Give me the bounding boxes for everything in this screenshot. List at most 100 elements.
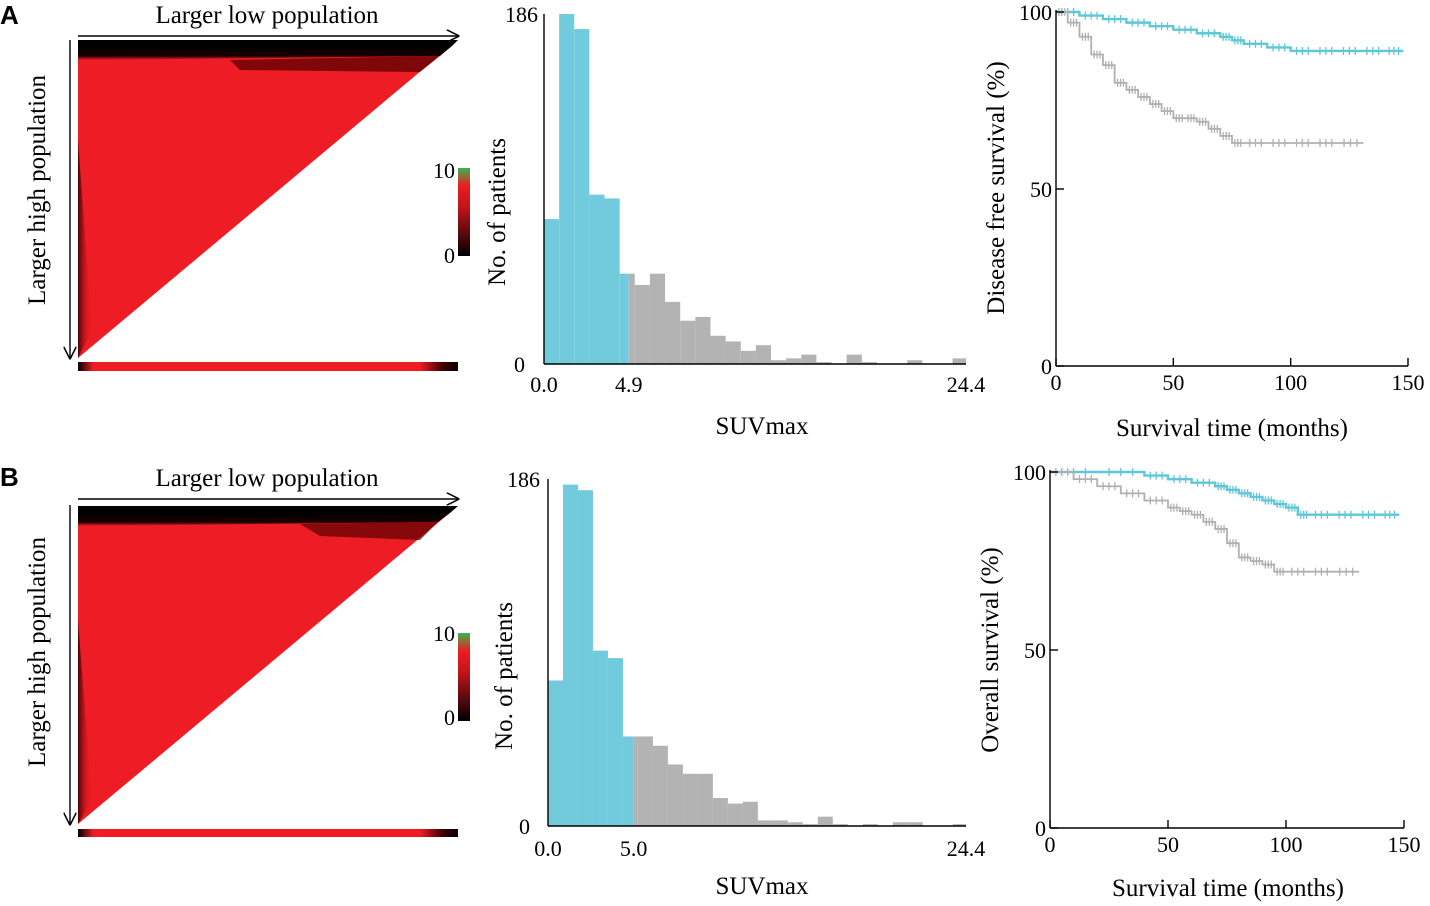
survival-xtick-label: 0 bbox=[1051, 370, 1062, 395]
survival-xtick-label: 50 bbox=[1157, 832, 1179, 857]
colorbar-max-label: 10 bbox=[433, 621, 455, 646]
survival-ticks: 0 50 100 150 0 50 100 bbox=[1013, 460, 1421, 857]
heatmap-top-label: Larger low population bbox=[155, 465, 379, 492]
histogram-bar bbox=[802, 824, 818, 826]
survival-ylabel: Overall survival (%) bbox=[977, 547, 1004, 752]
panel-a: A Larger low population Larger high popu… bbox=[0, 0, 1425, 442]
survival-ytick-label: 50 bbox=[1030, 177, 1052, 202]
histogram-ylabel: No. of patients bbox=[484, 138, 511, 286]
histogram-bars bbox=[544, 14, 966, 364]
histogram-bar bbox=[787, 822, 803, 826]
histogram-bar bbox=[633, 736, 638, 826]
heatmap-top-dark-band bbox=[78, 513, 450, 526]
histogram: 186 0 0.0 5.0 24.4 SUVmax No. of patients bbox=[491, 467, 985, 900]
panel-label: A bbox=[0, 0, 19, 30]
histogram-bar bbox=[697, 773, 713, 826]
histogram-xtick-label: 24.4 bbox=[947, 836, 986, 861]
histogram-bar bbox=[548, 680, 563, 826]
histogram-bar bbox=[817, 816, 833, 826]
heatmap-left-edge bbox=[78, 140, 92, 358]
histogram-bar bbox=[952, 824, 966, 826]
survival-ytick-label: 0 bbox=[1035, 816, 1046, 841]
histogram-bar bbox=[710, 335, 726, 364]
histogram-bar bbox=[786, 358, 802, 364]
panel-b: B Larger low population Larger high popu… bbox=[0, 460, 1421, 902]
histogram-bar bbox=[907, 360, 923, 364]
survival-curve bbox=[1050, 470, 1400, 516]
heatmap-shade bbox=[300, 522, 438, 540]
heatmap-shade bbox=[230, 56, 440, 72]
histogram-bar bbox=[801, 354, 817, 364]
histogram-bar bbox=[544, 219, 560, 364]
survival-curves bbox=[1056, 8, 1404, 147]
heatmap-bottom-strip bbox=[78, 362, 458, 371]
heatmap-left-edge bbox=[78, 620, 92, 824]
survival-plot: 0 50 100 150 0 50 100 Survival time (months) D… bbox=[983, 0, 1425, 442]
histogram-bar bbox=[742, 801, 758, 826]
histogram-bar bbox=[816, 362, 832, 364]
histogram-bar bbox=[628, 273, 635, 364]
histogram-bar bbox=[740, 350, 756, 364]
histogram-bar bbox=[589, 194, 605, 364]
histogram-bar bbox=[607, 658, 623, 826]
survival-xtick-label: 100 bbox=[1270, 832, 1303, 857]
survival-ytick-label: 0 bbox=[1041, 354, 1052, 379]
heatmap-top-dark-band bbox=[78, 46, 452, 60]
histogram-xtick-label: 0.0 bbox=[530, 372, 558, 397]
heatmap: Larger low population Larger high popula… bbox=[24, 465, 470, 837]
histogram-bar bbox=[562, 484, 578, 826]
histogram-bar bbox=[695, 316, 711, 364]
colorbar-min-label: 0 bbox=[444, 705, 455, 730]
histogram-bar bbox=[649, 273, 666, 364]
histogram: 186 0 0.0 4.9 24.4 SUVmax No. of patients bbox=[484, 2, 985, 440]
histogram-bar bbox=[634, 284, 650, 364]
histogram-xticks: 0.0 5.0 24.4 bbox=[534, 836, 985, 861]
panel-label: B bbox=[0, 462, 19, 492]
heatmap-top-black-band bbox=[78, 506, 458, 513]
histogram-xlabel: SUVmax bbox=[715, 873, 809, 900]
heatmap-triangle bbox=[78, 40, 458, 358]
histogram-xtick-label: 0.0 bbox=[534, 836, 562, 861]
heatmap-top-label: Larger low population bbox=[155, 2, 379, 29]
survival-ticks: 0 50 100 150 0 50 100 bbox=[1019, 0, 1425, 395]
histogram-bar bbox=[559, 14, 575, 364]
histogram-bar bbox=[757, 820, 773, 826]
histogram-bar bbox=[665, 301, 681, 364]
histogram-xtick-label: 24.4 bbox=[947, 372, 986, 397]
survival-plot: 0 50 100 150 0 50 100 Survival time (months) O… bbox=[977, 460, 1421, 902]
survival-ytick-label: 100 bbox=[1019, 0, 1052, 25]
heatmap-bottom-strip bbox=[78, 829, 458, 837]
colorbar bbox=[458, 168, 470, 256]
survival-xtick-label: 150 bbox=[1388, 832, 1421, 857]
colorbar-max-label: 10 bbox=[433, 158, 455, 183]
histogram-bar bbox=[622, 736, 634, 826]
histogram-ytick-label: 0 bbox=[514, 352, 525, 377]
histogram-ytick-label: 0 bbox=[519, 814, 530, 839]
heatmap-left-label: Larger high population bbox=[24, 536, 51, 767]
histogram-bar bbox=[772, 820, 788, 826]
histogram-bar bbox=[680, 320, 696, 364]
histogram-bar bbox=[682, 773, 698, 826]
survival-ytick-label: 100 bbox=[1013, 460, 1046, 485]
survival-curve bbox=[1056, 11, 1364, 144]
survival-ytick-label: 50 bbox=[1024, 638, 1046, 663]
histogram-bar bbox=[832, 824, 848, 826]
histogram-xticks: 0.0 4.9 24.4 bbox=[530, 372, 985, 397]
survival-xlabel: Survival time (months) bbox=[1112, 875, 1344, 902]
survival-xtick-label: 50 bbox=[1162, 370, 1184, 395]
histogram-ytick-label: 186 bbox=[505, 2, 538, 27]
heatmap: Larger low population Larger high popula… bbox=[24, 2, 470, 371]
histogram-ytick-label: 186 bbox=[507, 467, 540, 492]
histogram-bar bbox=[637, 736, 653, 826]
histogram-bar bbox=[712, 798, 728, 826]
histogram-bar bbox=[604, 198, 620, 364]
histogram-bar bbox=[892, 822, 908, 826]
histogram-bar bbox=[592, 650, 608, 826]
survival-xtick-label: 0 bbox=[1045, 832, 1056, 857]
colorbar-min-label: 0 bbox=[444, 243, 455, 268]
histogram-bar bbox=[861, 362, 877, 364]
histogram-bar bbox=[727, 803, 743, 826]
survival-xtick-label: 150 bbox=[1392, 370, 1425, 395]
